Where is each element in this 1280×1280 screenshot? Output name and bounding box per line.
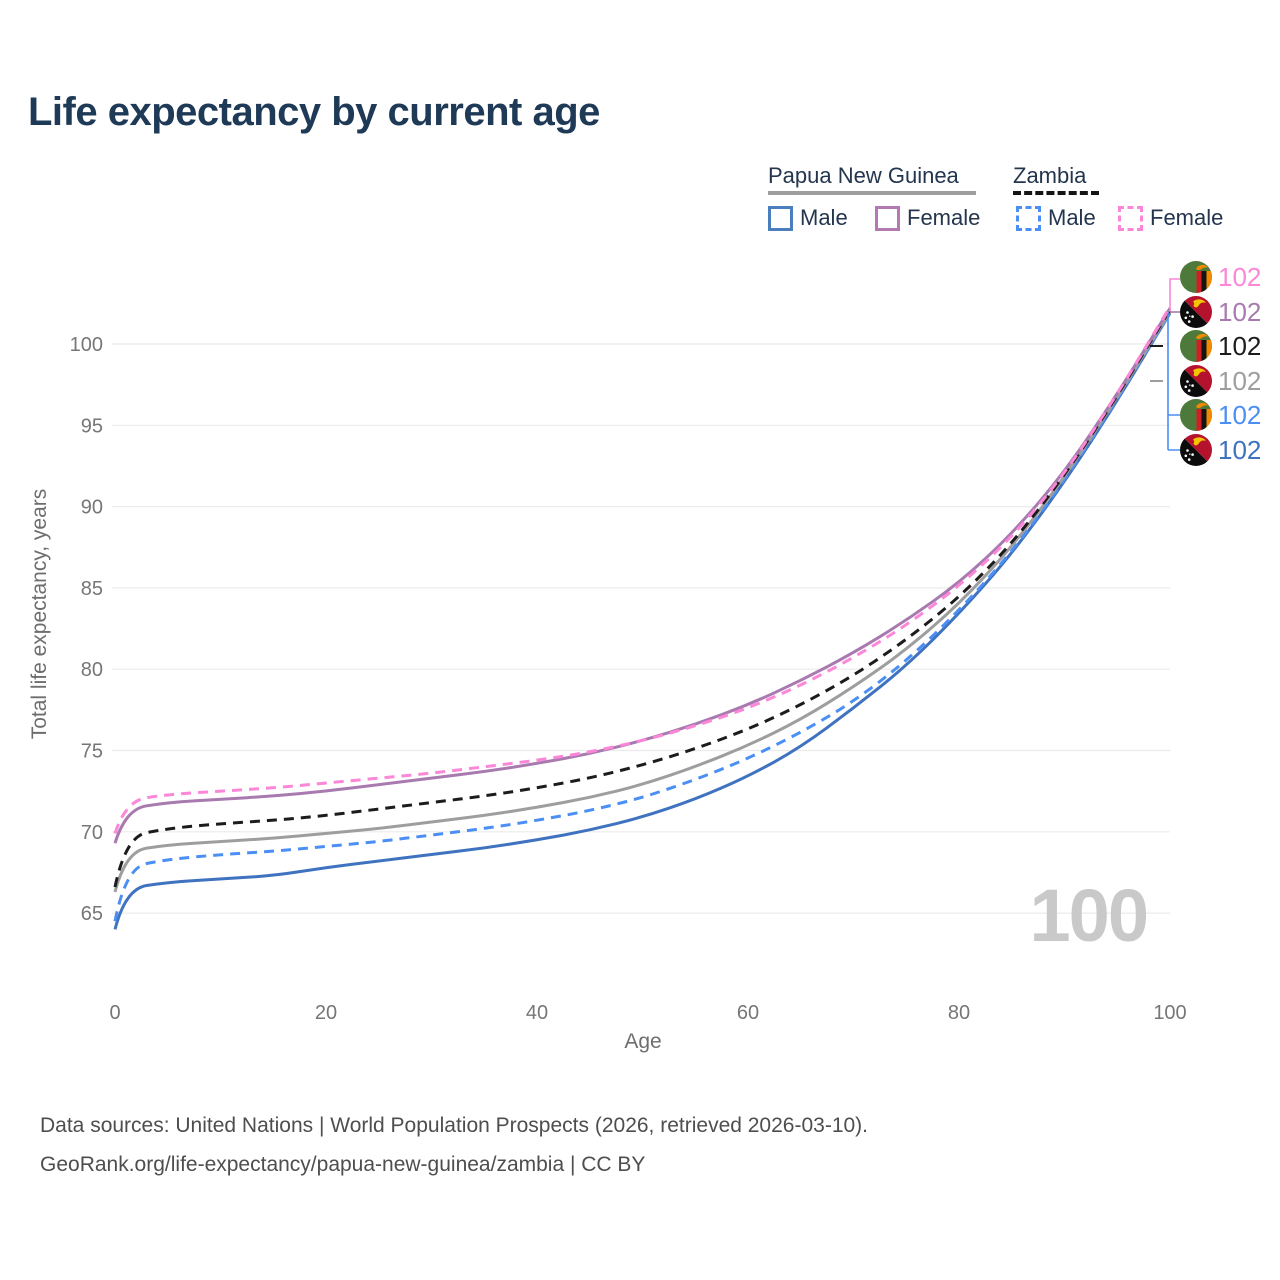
x-tick-label: 60 <box>737 1002 759 1024</box>
gridlines <box>112 343 1170 914</box>
end-value-zambia-female: 102 <box>1218 262 1261 292</box>
legend-label-png-female[interactable]: Female <box>907 205 981 230</box>
papua-new-guinea-flag-icon <box>1180 296 1212 328</box>
end-value-zambia-both: 102 <box>1218 331 1261 361</box>
x-tick-label: 80 <box>948 1002 970 1024</box>
y-tick-label: 70 <box>81 822 103 844</box>
series-line-zambia-female[interactable] <box>113 305 1172 834</box>
series-line-papua-new-guinea-male[interactable] <box>113 312 1172 930</box>
legend-swatch-png-male[interactable] <box>768 206 793 231</box>
hover-age-watermark: 100 <box>1030 874 1147 957</box>
footer-attribution: GeoRank.org/life-expectancy/papua-new-gu… <box>40 1153 646 1176</box>
legend: Papua New Guinea Zambia Male Female Male… <box>0 0 1280 240</box>
legend-swatch-png-female[interactable] <box>875 206 900 231</box>
end-value-png-male: 102 <box>1218 435 1261 465</box>
y-tick-label: 95 <box>81 415 103 437</box>
x-axis-title: Age <box>624 1030 661 1053</box>
footer: Data sources: United Nations | World Pop… <box>40 1106 868 1184</box>
legend-label-zambia-female[interactable]: Female <box>1150 205 1224 230</box>
legend-label-zambia-male[interactable]: Male <box>1048 205 1096 230</box>
connector-zambia-female <box>1169 278 1180 311</box>
y-tick-label: 100 <box>70 334 103 356</box>
end-label-row-png-both[interactable]: 102 <box>1180 365 1261 397</box>
y-tick-label: 80 <box>81 659 103 681</box>
legend-swatch-zambia-female[interactable] <box>1118 206 1143 231</box>
series-line-zambia-both-sexes[interactable] <box>113 309 1172 888</box>
legend-swatch-zambia-male[interactable] <box>1016 206 1041 231</box>
zambia-flag-icon <box>1180 330 1212 362</box>
end-label-row-png-female[interactable]: 102 <box>1180 296 1261 328</box>
footer-data-sources: Data sources: United Nations | World Pop… <box>40 1114 869 1137</box>
legend-country-papua-new-guinea[interactable]: Papua New Guinea <box>768 163 959 188</box>
x-axis-ticks: 0 20 40 60 80 100 <box>109 1002 1186 1024</box>
end-label-row-zambia-female[interactable]: 102 <box>1180 261 1261 293</box>
y-axis-ticks: 65 70 75 80 85 90 95 100 <box>70 334 103 925</box>
series-line-papua-new-guinea-female[interactable] <box>113 307 1172 844</box>
legend-label-png-male[interactable]: Male <box>800 205 848 230</box>
papua-new-guinea-flag-icon <box>1180 434 1212 466</box>
legend-underline-dashed <box>1013 191 1099 195</box>
end-label-row-zambia-both[interactable]: 102 <box>1180 330 1261 362</box>
end-value-png-female: 102 <box>1218 297 1261 327</box>
x-tick-label: 100 <box>1153 1002 1186 1024</box>
end-label-row-png-male[interactable]: 102 <box>1180 434 1261 466</box>
end-value-zambia-male: 102 <box>1218 400 1261 430</box>
legend-country-zambia[interactable]: Zambia <box>1013 163 1087 188</box>
zambia-flag-icon <box>1180 399 1212 431</box>
page-title: Life expectancy by current age <box>28 90 600 134</box>
series-line-zambia-male[interactable] <box>113 312 1172 922</box>
y-tick-label: 90 <box>81 497 103 519</box>
end-label-row-zambia-male[interactable]: 102 <box>1180 399 1261 431</box>
y-tick-label: 65 <box>81 903 103 925</box>
series-line-papua-new-guinea-both-sexes[interactable] <box>113 310 1172 893</box>
legend-underline-solid <box>768 191 976 195</box>
y-tick-label: 75 <box>81 741 103 763</box>
end-value-png-both: 102 <box>1218 366 1261 396</box>
zambia-flag-icon <box>1180 261 1212 293</box>
x-tick-label: 40 <box>526 1002 548 1024</box>
connector-blue-bracket <box>1167 313 1180 451</box>
papua-new-guinea-flag-icon <box>1180 365 1212 397</box>
y-tick-label: 85 <box>81 578 103 600</box>
x-tick-label: 0 <box>109 1002 120 1024</box>
x-tick-label: 20 <box>315 1002 337 1024</box>
series-lines <box>113 305 1172 930</box>
y-axis-title: Total life expectancy, years <box>28 489 51 740</box>
